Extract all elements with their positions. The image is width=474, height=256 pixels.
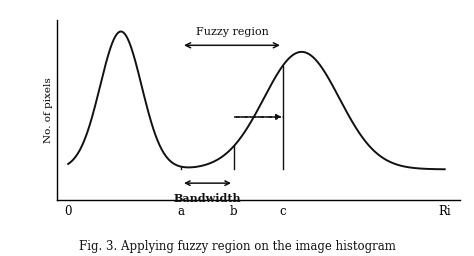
Text: Fig. 3. Applying fuzzy region on the image histogram: Fig. 3. Applying fuzzy region on the ima… (79, 240, 395, 253)
Text: Fuzzy region: Fuzzy region (196, 27, 268, 37)
Y-axis label: No. of pixels: No. of pixels (44, 77, 53, 143)
Text: Bandwidth: Bandwidth (173, 193, 241, 204)
